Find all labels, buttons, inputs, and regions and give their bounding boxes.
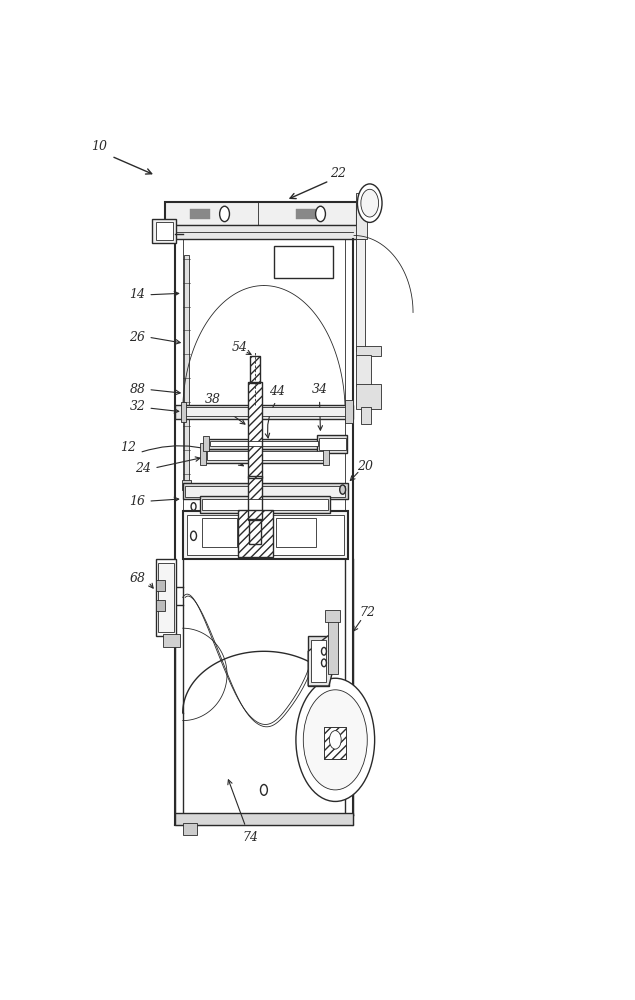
Bar — [152, 219, 176, 243]
Bar — [308, 636, 329, 686]
Bar — [183, 407, 347, 416]
Bar — [156, 600, 166, 611]
Bar — [249, 519, 262, 544]
Bar — [183, 511, 347, 559]
Bar — [319, 438, 345, 450]
Circle shape — [330, 731, 341, 749]
Text: 34: 34 — [312, 383, 328, 396]
Bar — [184, 255, 189, 482]
Bar — [328, 620, 338, 674]
Circle shape — [321, 659, 326, 667]
Bar — [207, 451, 324, 460]
Bar — [182, 480, 191, 490]
Bar — [201, 443, 206, 465]
Bar — [238, 510, 273, 557]
Bar — [248, 382, 262, 478]
Bar — [185, 486, 345, 497]
Bar — [323, 443, 330, 465]
Bar — [190, 209, 210, 219]
Text: 74: 74 — [243, 831, 258, 844]
Bar — [203, 499, 328, 510]
Text: 44: 44 — [269, 385, 285, 398]
Bar — [156, 580, 166, 591]
Text: 68: 68 — [130, 572, 145, 585]
Circle shape — [321, 647, 326, 655]
Bar — [238, 510, 273, 557]
Text: 16: 16 — [130, 495, 145, 508]
Bar — [207, 439, 321, 449]
Bar — [204, 449, 327, 463]
Bar — [156, 222, 173, 240]
Text: 38: 38 — [205, 393, 221, 406]
Circle shape — [296, 678, 375, 801]
Bar — [274, 246, 333, 278]
Bar — [356, 239, 364, 351]
Bar — [276, 518, 316, 547]
Bar — [166, 225, 358, 239]
Bar — [175, 405, 352, 419]
Circle shape — [190, 531, 196, 540]
Text: 88: 88 — [130, 383, 145, 396]
Text: 22: 22 — [330, 167, 345, 180]
Text: 10: 10 — [91, 140, 107, 153]
Circle shape — [260, 785, 267, 795]
Circle shape — [191, 503, 196, 510]
Bar — [249, 519, 262, 544]
Circle shape — [361, 189, 378, 217]
Polygon shape — [308, 636, 333, 686]
Circle shape — [304, 690, 367, 790]
Text: 54: 54 — [231, 341, 247, 354]
Bar — [175, 813, 352, 825]
Bar — [324, 727, 346, 759]
Bar — [356, 384, 380, 409]
Bar — [183, 823, 197, 835]
Bar — [203, 436, 210, 451]
Text: 24: 24 — [135, 462, 151, 475]
Bar — [345, 400, 352, 423]
Bar — [183, 483, 347, 499]
Bar — [250, 356, 260, 383]
Bar — [296, 209, 316, 219]
Bar — [250, 356, 260, 383]
Circle shape — [316, 206, 325, 222]
Circle shape — [220, 206, 229, 222]
Text: 26: 26 — [130, 331, 145, 344]
Bar — [356, 355, 371, 386]
Text: 20: 20 — [357, 460, 373, 473]
Bar — [158, 563, 174, 632]
Bar — [248, 476, 262, 520]
Bar — [187, 515, 344, 555]
Bar — [324, 727, 346, 759]
Bar — [248, 382, 262, 478]
Text: 32: 32 — [130, 400, 145, 413]
Bar — [203, 518, 237, 547]
Bar — [356, 193, 367, 239]
Circle shape — [340, 485, 345, 494]
Bar — [361, 407, 371, 424]
Text: 12: 12 — [121, 441, 137, 454]
Bar — [356, 346, 380, 356]
Bar — [311, 640, 326, 682]
Bar — [210, 441, 318, 446]
Bar — [163, 634, 180, 647]
Bar — [248, 476, 262, 520]
Bar — [325, 610, 340, 622]
Text: 72: 72 — [359, 606, 375, 619]
Bar — [166, 202, 358, 226]
Bar — [200, 496, 330, 513]
Circle shape — [358, 184, 382, 222]
Text: 30: 30 — [288, 252, 304, 265]
Bar — [156, 559, 177, 636]
Bar — [181, 402, 186, 422]
Bar — [317, 435, 347, 453]
Text: 14: 14 — [130, 288, 145, 301]
